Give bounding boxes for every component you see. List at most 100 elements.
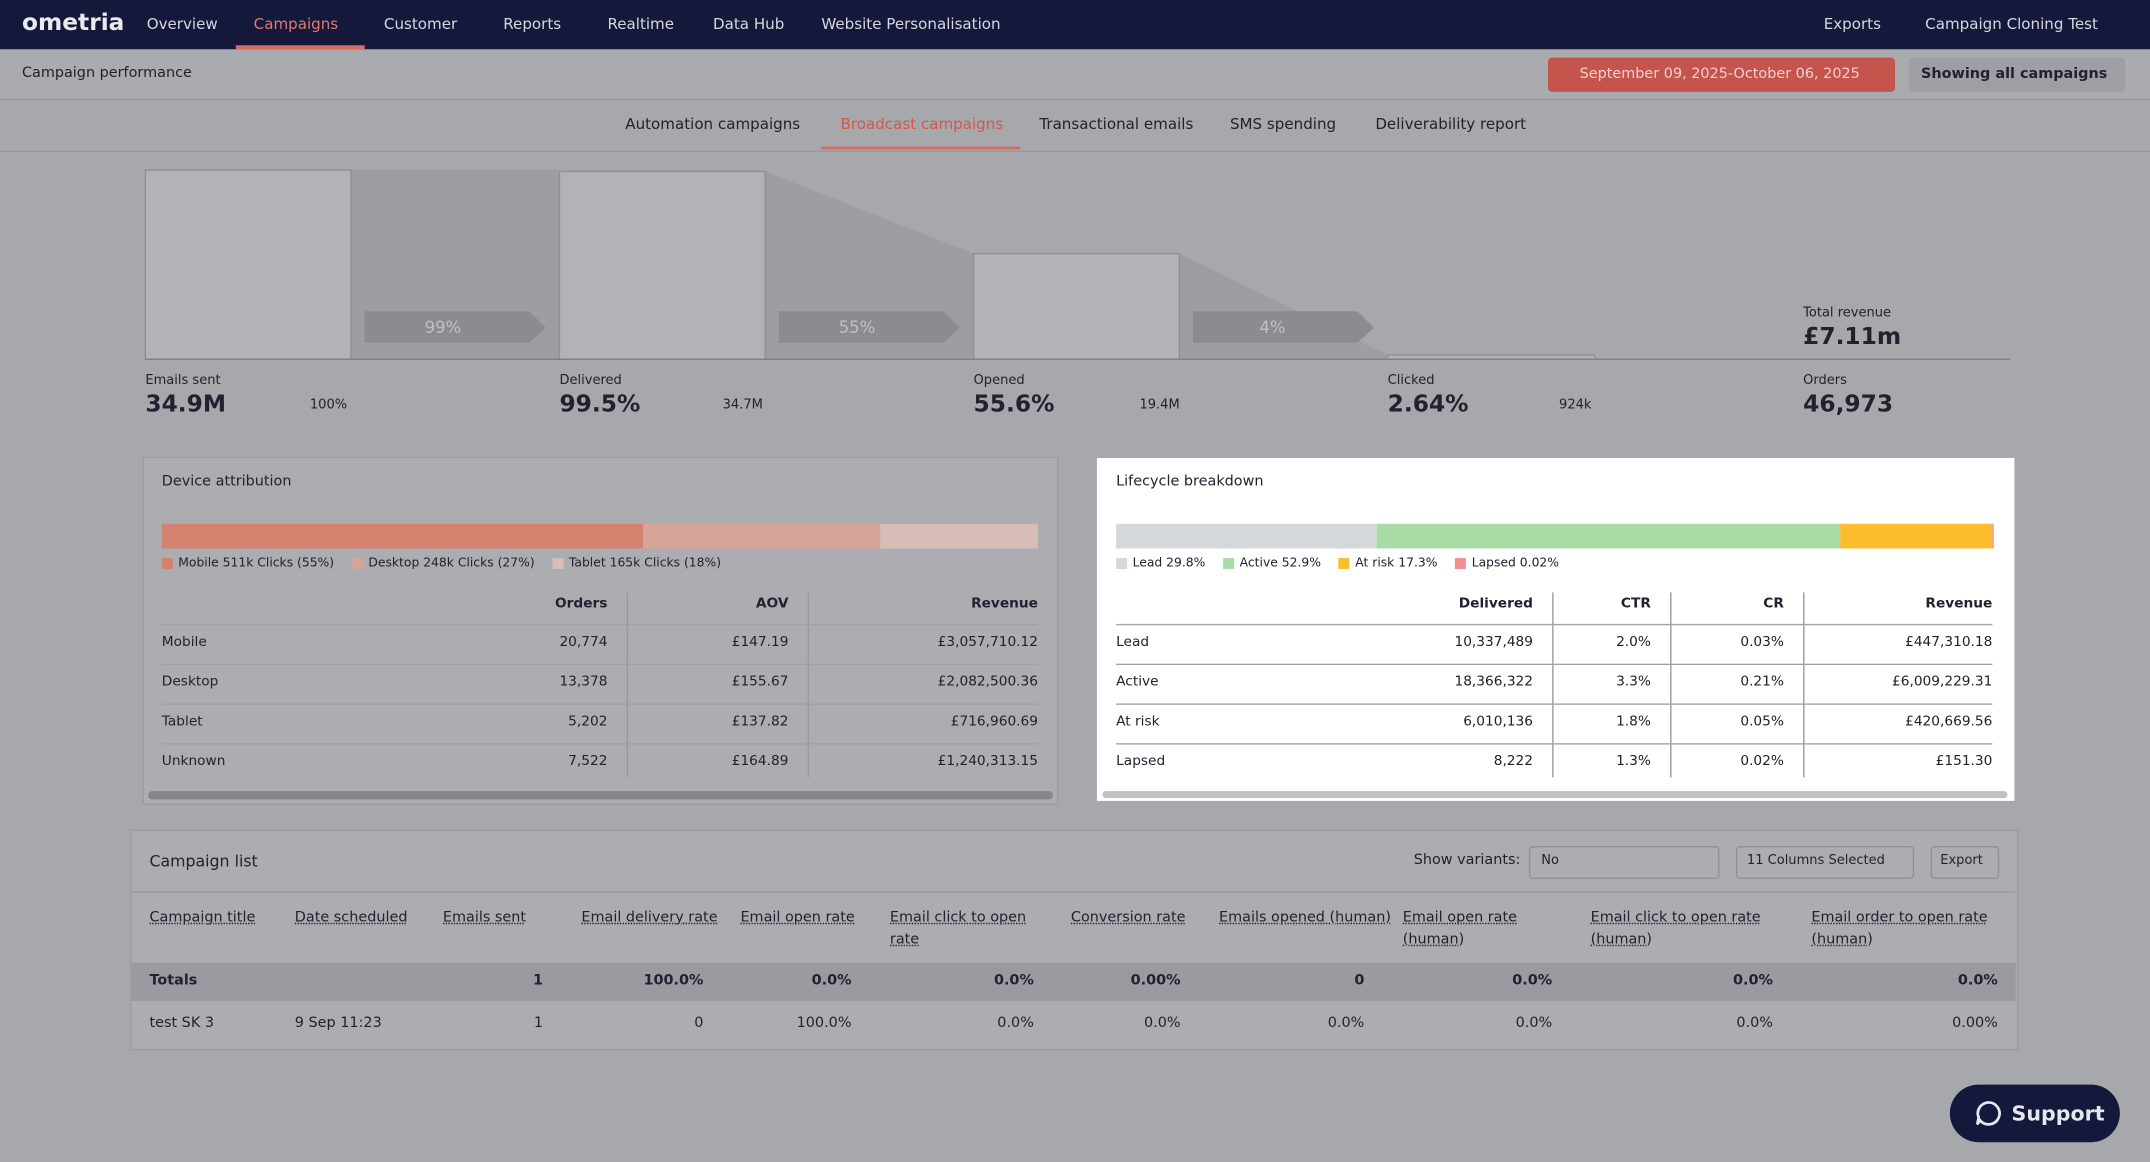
table-cell: 3.3% xyxy=(1616,674,1651,690)
divider xyxy=(131,891,2016,893)
orders-value: 46,973 xyxy=(1803,390,1894,419)
support-icon[interactable] xyxy=(1975,1100,2002,1127)
column-header[interactable]: Email open rate (human) xyxy=(1402,909,1518,948)
variants-value[interactable]: No xyxy=(1541,852,1559,868)
campaign-list-title: Campaign list xyxy=(149,851,258,871)
legend-swatch xyxy=(1223,558,1235,570)
stage-label: Delivered xyxy=(559,372,622,389)
column-header[interactable]: Emails opened (human) xyxy=(1218,909,1391,926)
row-divider xyxy=(1116,623,1993,626)
column-header[interactable]: Email click to open rate xyxy=(889,909,1027,948)
legend-swatch xyxy=(552,558,564,570)
table-cell: 0.0% xyxy=(1957,972,1998,989)
page-title: Campaign performance xyxy=(21,64,192,81)
table-cell: Active xyxy=(1116,674,1159,690)
tab[interactable]: Broadcast campaigns xyxy=(840,115,1004,134)
funnel-box xyxy=(558,170,766,360)
nav-item[interactable]: Website Personalisation xyxy=(821,15,1001,33)
column-header[interactable]: Email open rate xyxy=(740,909,855,926)
table-cell: 0.00% xyxy=(1130,972,1181,989)
table-cell: 0.0% xyxy=(811,972,852,989)
table-cell: £155.67 xyxy=(731,674,789,690)
legend-swatch xyxy=(161,558,173,570)
bar-segment xyxy=(1840,523,1993,549)
column-separator xyxy=(1670,592,1672,778)
table-cell: £447,310.18 xyxy=(1905,634,1993,650)
card-title: Lifecycle breakdown xyxy=(1116,473,1264,490)
nav-exports[interactable]: Exports xyxy=(1823,15,1881,33)
table-cell: 10,337,489 xyxy=(1454,634,1534,650)
tab-active-underline xyxy=(821,146,1021,150)
columns-button[interactable] xyxy=(1735,846,1915,879)
legend-item: Active 52.9% xyxy=(1223,556,1321,571)
table-cell: 0.0% xyxy=(993,972,1034,989)
device-panel xyxy=(142,456,1059,805)
nav-item[interactable]: Realtime xyxy=(607,15,675,33)
date-range[interactable]: September 09, 2025-October 06, 2025 xyxy=(1579,65,1860,83)
table-cell: Unknown xyxy=(161,754,226,770)
funnel-arrow xyxy=(1192,311,1374,343)
legend-swatch xyxy=(1116,558,1128,570)
row-divider xyxy=(1116,703,1993,705)
tab[interactable]: Deliverability report xyxy=(1375,115,1527,134)
nav-item[interactable]: Data Hub xyxy=(713,15,785,33)
column-header[interactable]: Emails sent xyxy=(442,909,527,926)
table-cell: 13,378 xyxy=(559,674,608,690)
column-header: AOV xyxy=(755,596,789,612)
column-header[interactable]: Email order to open rate (human) xyxy=(1811,909,1988,948)
brand[interactable]: ometria xyxy=(21,9,125,38)
stage-label: Emails sent xyxy=(145,372,221,389)
table-cell: £1,240,313.15 xyxy=(937,754,1038,770)
nav-item[interactable]: Overview xyxy=(146,15,218,33)
column-header[interactable]: Conversion rate xyxy=(1070,909,1186,926)
row-divider xyxy=(161,703,1038,705)
table-cell: 1 xyxy=(532,972,543,989)
legend-text: Active 52.9% xyxy=(1239,556,1321,571)
column-header[interactable]: Date scheduled xyxy=(294,909,408,926)
legend-text: At risk 17.3% xyxy=(1355,556,1438,571)
revenue-value: £7.11m xyxy=(1803,323,1902,352)
table-cell: 0.0% xyxy=(1733,972,1773,989)
nav-account[interactable]: Campaign Cloning Test xyxy=(1925,15,2098,33)
legend: Mobile 511k Clicks (55%) Desktop 248k Cli… xyxy=(161,556,721,571)
stage-aside: 924k xyxy=(1559,397,1592,413)
date-button[interactable] xyxy=(1548,57,1895,92)
variants-select[interactable] xyxy=(1528,846,1720,879)
show-variants-label: Show variants: xyxy=(1413,851,1521,868)
row-divider xyxy=(1116,663,1993,666)
tab[interactable]: Automation campaigns xyxy=(625,115,801,134)
table-cell: £2,082,500.36 xyxy=(937,674,1038,690)
table-cell: At risk xyxy=(1116,714,1160,730)
columns-selected[interactable]: 11 Columns Selected xyxy=(1746,852,1885,868)
lifecycle-panel xyxy=(1096,457,2015,801)
nav-item[interactable]: Campaigns xyxy=(253,15,339,33)
funnel-arrow-label: 4% xyxy=(1259,318,1285,337)
legend: Lead 29.8% Active 52.9% At risk 17.3% Lapse… xyxy=(1116,556,1559,571)
bar-segment xyxy=(1377,523,1841,549)
table-cell: Mobile xyxy=(161,634,207,650)
table-cell: Tablet xyxy=(161,714,203,730)
nav-item[interactable]: Reports xyxy=(503,15,562,33)
export-button[interactable] xyxy=(1930,846,2000,879)
funnel-box xyxy=(144,169,352,360)
export-label[interactable]: Export xyxy=(1940,852,1983,868)
tab[interactable]: Transactional emails xyxy=(1039,115,1194,134)
campaign-panel xyxy=(130,829,2019,1051)
table-cell: £137.82 xyxy=(731,714,789,730)
filter-button[interactable] xyxy=(1908,57,2126,92)
table-cell: 0.0% xyxy=(1736,1014,1773,1032)
column-header[interactable]: Campaign title xyxy=(149,909,256,926)
column-header[interactable]: Email click to open rate (human) xyxy=(1590,909,1761,948)
column-header[interactable]: Email delivery rate xyxy=(581,909,718,926)
stage-value: 99.5% xyxy=(559,390,641,419)
filter-label[interactable]: Showing all campaigns xyxy=(1921,65,2108,83)
support-label[interactable]: Support xyxy=(2011,1101,2105,1126)
tab[interactable]: SMS spending xyxy=(1229,115,1337,134)
bar-segment xyxy=(643,523,881,549)
nav-item[interactable]: Customer xyxy=(383,15,458,33)
legend-text: Mobile 511k Clicks (55%) xyxy=(178,556,335,571)
scrollbar xyxy=(1102,791,2008,799)
funnel-arrow-label: 99% xyxy=(425,318,462,337)
stage-value: 2.64% xyxy=(1387,390,1469,419)
table-cell: 0.0% xyxy=(1515,1014,1553,1032)
